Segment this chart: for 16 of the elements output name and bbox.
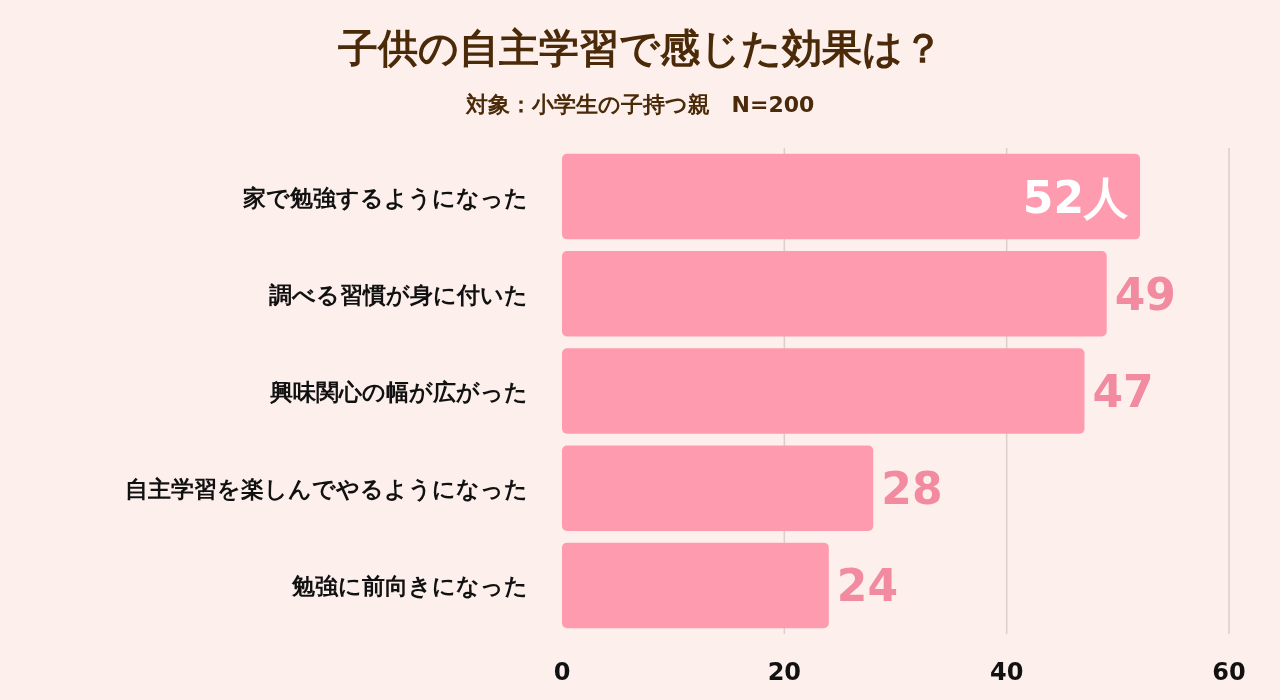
- value-label: 28: [881, 463, 943, 515]
- value-label: 47: [1092, 366, 1154, 417]
- tick: 40: [989, 658, 1024, 686]
- title: 子供の自主学習で感じた効果は？: [337, 25, 943, 71]
- tick: 60: [1212, 658, 1246, 686]
- value-label: 52人: [1022, 171, 1129, 223]
- category: 家で勉強するようになった: [243, 184, 528, 211]
- tick: 0: [553, 658, 571, 686]
- category: 調べる習慣が身に付いた: [269, 281, 528, 308]
- value-label: 49: [1114, 268, 1176, 320]
- subtitle: 対象：小学生の子持つ親 N=200: [465, 92, 815, 117]
- category: 興味関心の幅が広がった: [270, 379, 528, 405]
- tick: 20: [767, 658, 802, 686]
- category: 勉強に前向きになった: [292, 573, 528, 600]
- category: 自主学習を楽しんでやるようになった: [125, 476, 528, 503]
- value-label: 24: [836, 560, 899, 612]
